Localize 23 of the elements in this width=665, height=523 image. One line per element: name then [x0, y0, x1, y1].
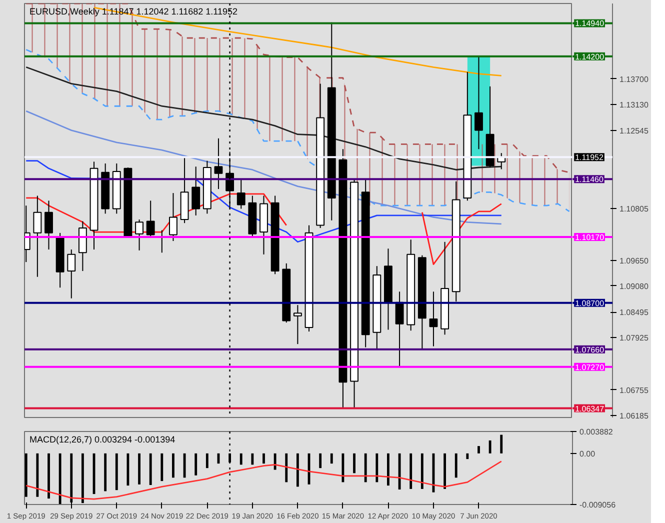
y-tick-label: 1.12545	[620, 126, 649, 136]
ref-line-label: 1.08700	[575, 298, 605, 308]
ref-line-label: 1.06347	[575, 404, 605, 414]
y-tick-label: 1.06185	[620, 412, 649, 421]
ref-line-label: 1.14200	[575, 52, 605, 62]
ref-line-label: 1.11952	[575, 153, 604, 162]
ref-line-label: 1.07270	[575, 362, 605, 372]
y-tick-label: 0.00	[580, 449, 596, 458]
ref-line-label: 1.11460	[575, 175, 604, 184]
y-tick-label: 1.08495	[620, 308, 649, 318]
y-tick-label: 1.09080	[620, 282, 649, 291]
ref-line-label: 1.10170	[575, 232, 605, 242]
y-tick-label: 1.13700	[620, 74, 649, 84]
y-tick-label: -0.009056	[580, 500, 616, 510]
y-tick-label: 1.06755	[620, 386, 649, 395]
y-tick-label: 0.003882	[580, 428, 614, 436]
y-tick-label: 1.07925	[620, 334, 649, 343]
ref-line-label: 1.07660	[575, 345, 605, 354]
ref-line-label: 1.14940	[575, 19, 605, 28]
chart-title: MACD(12,26,7) 0.003294 -0.001394	[30, 434, 176, 444]
y-tick-label: 1.09650	[620, 256, 649, 266]
y-tick-label: 1.10805	[620, 204, 649, 214]
y-tick-label: 1.13130	[620, 100, 649, 110]
